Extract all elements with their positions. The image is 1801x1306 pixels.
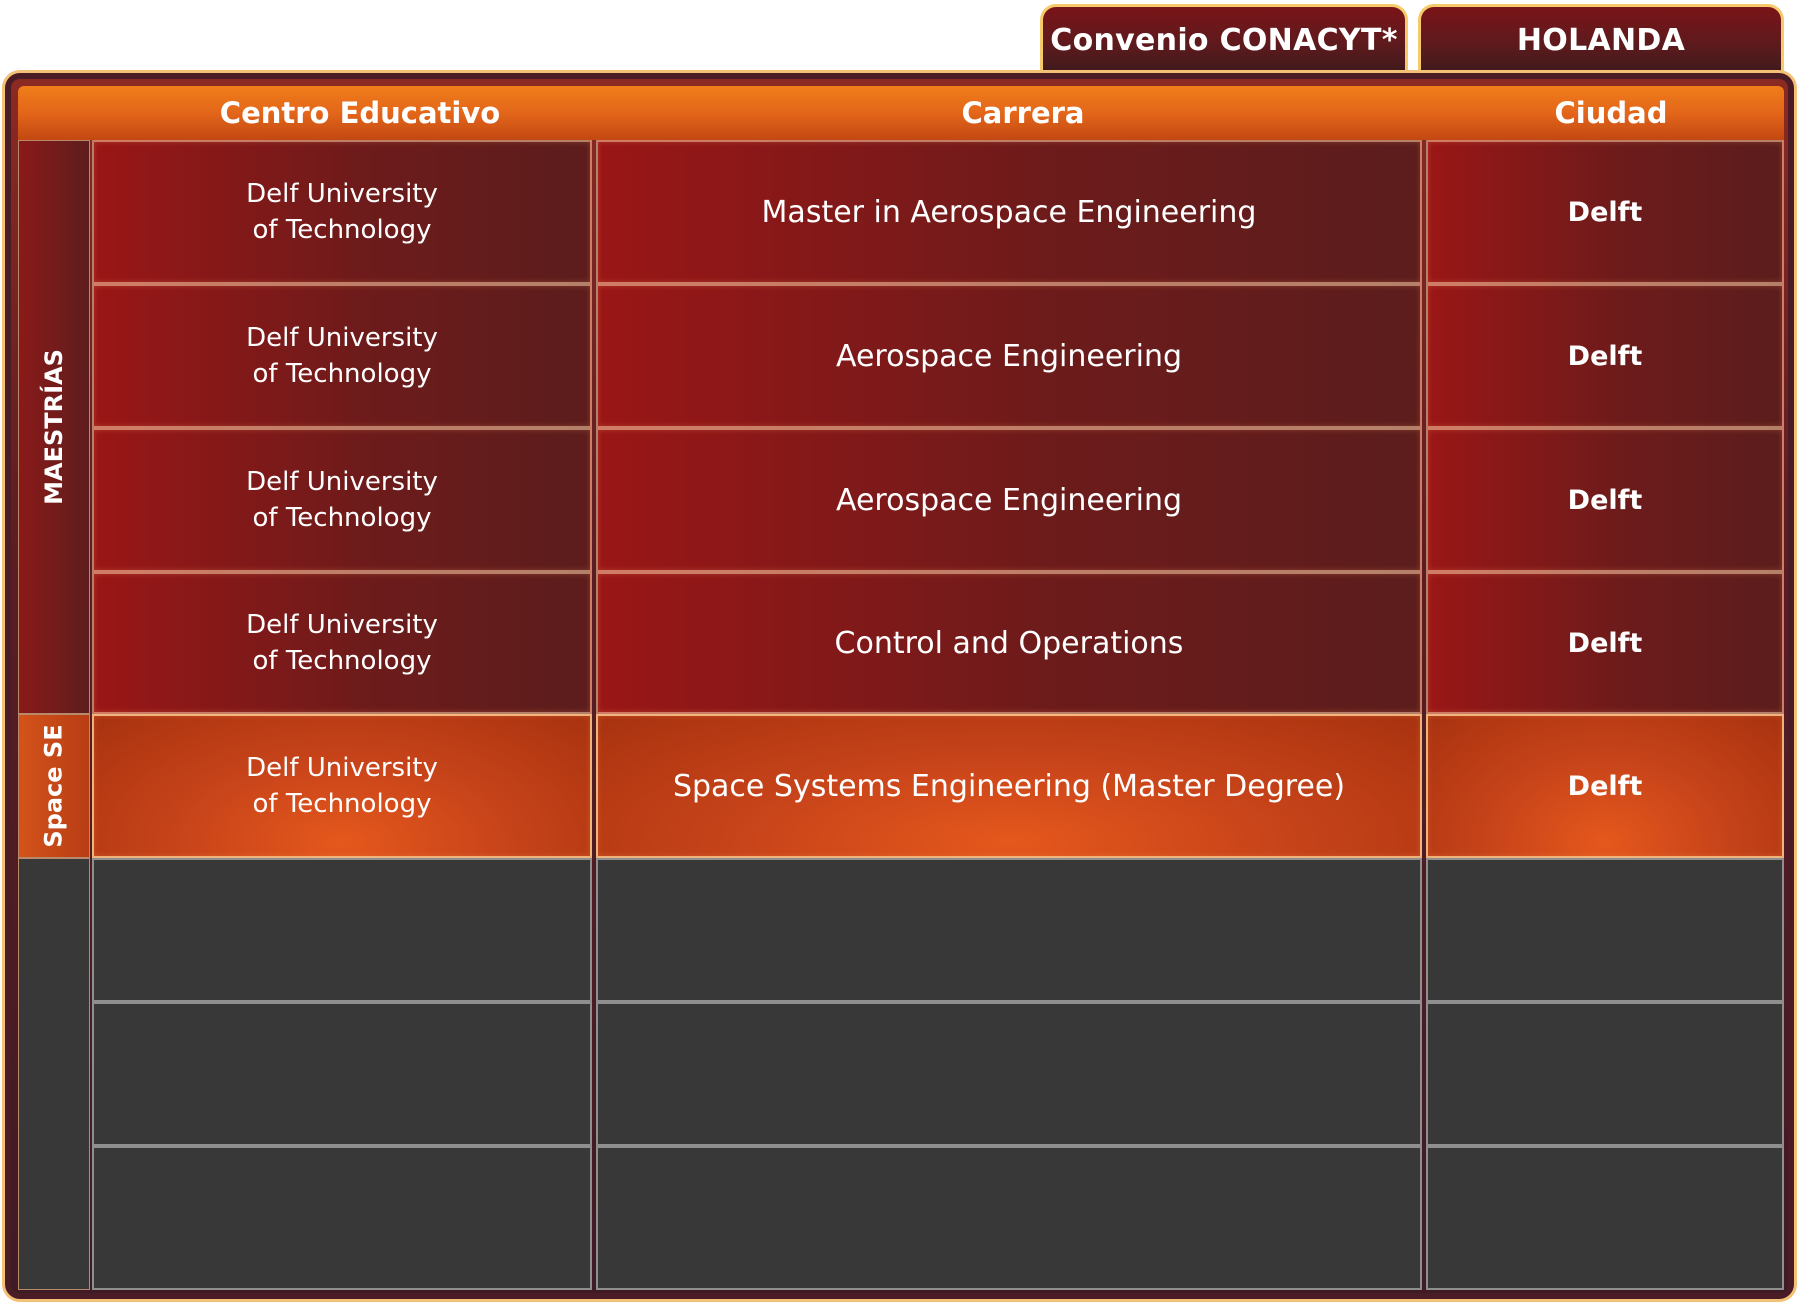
centro-line-2: of Technology — [252, 646, 432, 676]
cell-ciudad: Delft — [1426, 140, 1784, 284]
centro-line-2: of Technology — [252, 215, 432, 245]
centro-line-1: Delf University — [246, 753, 438, 783]
tab-holanda[interactable]: HOLANDA — [1418, 4, 1784, 74]
centro-line-2: of Technology — [252, 503, 432, 533]
category-space-se-label: Space SE — [40, 724, 69, 848]
centro-line-1: Delf University — [246, 467, 438, 497]
cell-centro-educativo: Delf University of Technology — [92, 140, 592, 284]
table-header: Centro Educativo Carrera Ciudad — [18, 86, 1784, 140]
cell-carrera: Space Systems Engineering (Master Degree… — [596, 714, 1422, 858]
cell-carrera: Master in Aerospace Engineering — [596, 140, 1422, 284]
cell-empty — [92, 1002, 592, 1146]
centro-line-1: Delf University — [246, 323, 438, 353]
cell-carrera: Control and Operations — [596, 572, 1422, 714]
column-header-carrera: Carrera — [961, 96, 1085, 130]
tab-convenio-conacyt[interactable]: Convenio CONACYT* — [1040, 4, 1408, 74]
category-space-se: Space SE — [18, 714, 90, 858]
category-maestrias: MAESTRÍAS — [18, 140, 90, 714]
column-header-centro-educativo: Centro Educativo — [219, 96, 501, 130]
centro-line-2: of Technology — [252, 789, 432, 819]
cell-ciudad: Delft — [1426, 572, 1784, 714]
cell-ciudad: Delft — [1426, 714, 1784, 858]
cell-empty — [596, 858, 1422, 1002]
cell-centro-educativo: Delf University of Technology — [92, 572, 592, 714]
cell-empty — [1426, 1146, 1784, 1290]
cell-empty — [1426, 858, 1784, 1002]
centro-line-1: Delf University — [246, 179, 438, 209]
category-maestrias-label: MAESTRÍAS — [40, 349, 68, 505]
cell-carrera: Aerospace Engineering — [596, 428, 1422, 572]
centro-line-1: Delf University — [246, 610, 438, 640]
cell-empty — [92, 1146, 592, 1290]
cell-empty — [596, 1002, 1422, 1146]
cell-empty — [596, 1146, 1422, 1290]
cell-carrera: Aerospace Engineering — [596, 284, 1422, 428]
cell-centro-educativo: Delf University of Technology — [92, 284, 592, 428]
cell-ciudad: Delft — [1426, 428, 1784, 572]
cell-centro-educativo: Delf University of Technology — [92, 428, 592, 572]
category-empty — [18, 858, 90, 1290]
cell-ciudad: Delft — [1426, 284, 1784, 428]
cell-centro-educativo: Delf University of Technology — [92, 714, 592, 858]
column-header-ciudad: Ciudad — [1554, 96, 1668, 130]
cell-empty — [92, 858, 592, 1002]
centro-line-2: of Technology — [252, 359, 432, 389]
cell-empty — [1426, 1002, 1784, 1146]
